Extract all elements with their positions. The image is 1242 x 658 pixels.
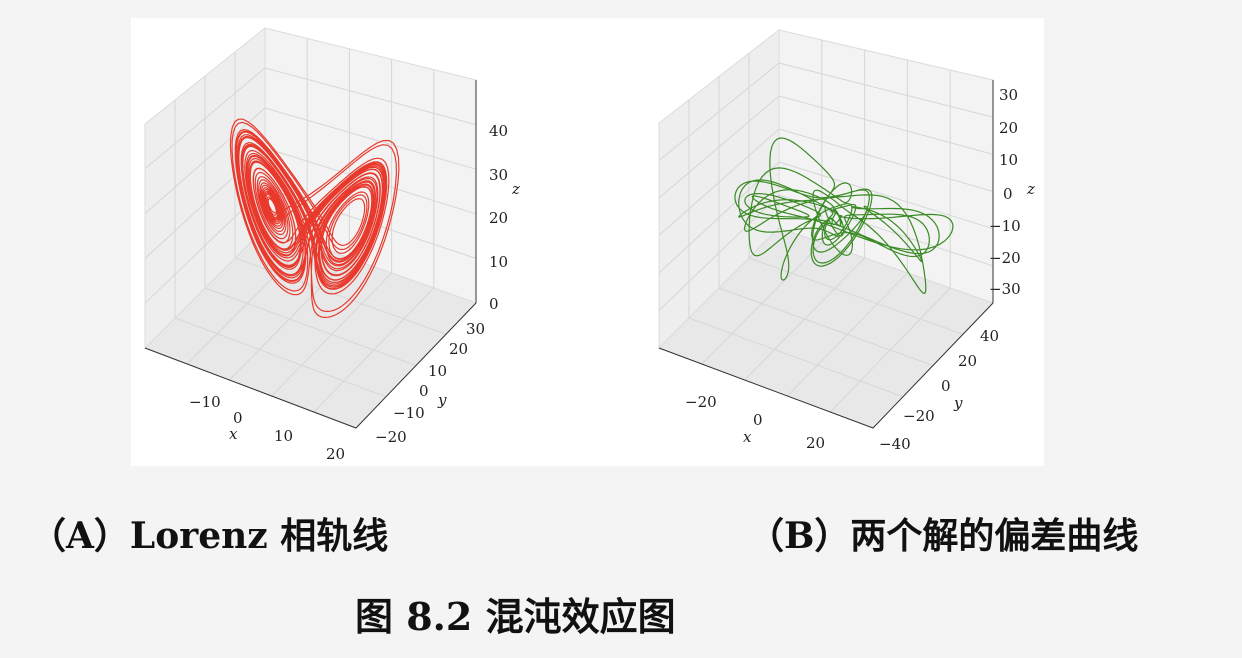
plot-b-ytick: 20 [958, 352, 977, 370]
plot-b-ytick: −20 [903, 407, 935, 425]
plot-b-ztick: −10 [989, 217, 1021, 235]
grid-line [829, 287, 951, 413]
grid-line [144, 67, 266, 170]
grid-line [234, 257, 447, 335]
grid-line [264, 67, 477, 126]
grid-line [658, 128, 780, 236]
plot-a-ytick: 0 [419, 382, 429, 400]
plot-a-xtick: −10 [189, 393, 221, 411]
figure-caption: 图 8.2 混沌效应图 [355, 594, 676, 639]
plot-b-ytick: −40 [879, 435, 911, 453]
chart-canvas: −10 0 10 20 x −20 −10 0 10 20 30 y 0 10 … [144, 26, 1035, 463]
plot-a-ytick: −20 [375, 428, 407, 446]
plot-b-xtick: 0 [753, 411, 763, 429]
plot-a-xtick: 10 [274, 427, 293, 445]
grid-line [658, 194, 780, 311]
plot-b-xtick: −20 [685, 393, 717, 411]
plot-a-ylabel: y [437, 391, 447, 409]
plot-a-zlabel: z [511, 180, 520, 198]
grid-line [313, 287, 435, 413]
grid-line [748, 257, 964, 335]
plot-a-ztick: 20 [489, 209, 508, 227]
figure-panel: −10 0 10 20 x −20 −10 0 10 20 30 y 0 10 … [131, 18, 1044, 466]
grid-line [271, 272, 392, 397]
plot-a-ytick: −10 [393, 404, 425, 422]
plot-b-ytick: 40 [980, 327, 999, 345]
grid-line [701, 242, 823, 365]
plot-a: −10 0 10 20 x −20 −10 0 10 20 30 y 0 10 … [144, 26, 520, 463]
axis-line [144, 302, 477, 429]
plot-a-ztick: 0 [489, 295, 499, 313]
plot-a-ztick: 30 [489, 166, 508, 184]
plot-b-ztick: −20 [989, 249, 1021, 267]
grid-line [688, 317, 904, 398]
grid-line [264, 147, 477, 215]
grid-line [787, 272, 908, 397]
grid-line [658, 95, 780, 199]
grid-line [658, 62, 780, 161]
plot-a-series-line [229, 118, 400, 319]
plot-b-ztick: 0 [1003, 185, 1013, 203]
plot-a-xtick: 20 [326, 445, 345, 463]
grid-line [174, 317, 387, 398]
plot-b: −20 0 20 x −40 −20 0 20 40 y −30 −20 −10… [658, 28, 1035, 453]
grid-line [718, 287, 934, 366]
plot-b-ytick: 0 [941, 377, 951, 395]
plot-b-ztick: 10 [999, 151, 1018, 169]
grid-line [778, 62, 994, 118]
grid-line [144, 107, 266, 214]
panel-a-caption: （A）Lorenz 相轨线 [30, 515, 389, 557]
plot-b-ztick: −30 [989, 280, 1021, 298]
plot-b-zlabel: z [1026, 180, 1035, 198]
plot-a-xtick: 0 [233, 409, 243, 427]
grid-line [264, 107, 477, 170]
grid-line [186, 242, 308, 365]
grid-line [778, 128, 994, 192]
grid-line [744, 257, 865, 381]
plot-a-ztick: 10 [489, 253, 508, 271]
plot-b-series-line [734, 137, 954, 295]
plot-b-xtick: 20 [806, 434, 825, 452]
plot-b-ztick: 20 [999, 119, 1018, 137]
grid-line [778, 95, 994, 155]
plot-a-ytick: 30 [466, 320, 485, 338]
grid-line [778, 161, 994, 230]
plot-a-ytick: 10 [428, 362, 447, 380]
axis-line [658, 302, 994, 429]
plot-a-ytick: 20 [449, 340, 468, 358]
plot-b-ylabel: y [953, 394, 963, 412]
plot-b-xlabel: x [743, 428, 752, 446]
grid-line [204, 287, 417, 366]
plot-b-ztick: 30 [999, 86, 1018, 104]
plot-a-ztick: 40 [489, 122, 508, 140]
plot-a-xlabel: x [229, 425, 238, 443]
panel-b-caption: （B）两个解的偏差曲线 [748, 515, 1139, 557]
